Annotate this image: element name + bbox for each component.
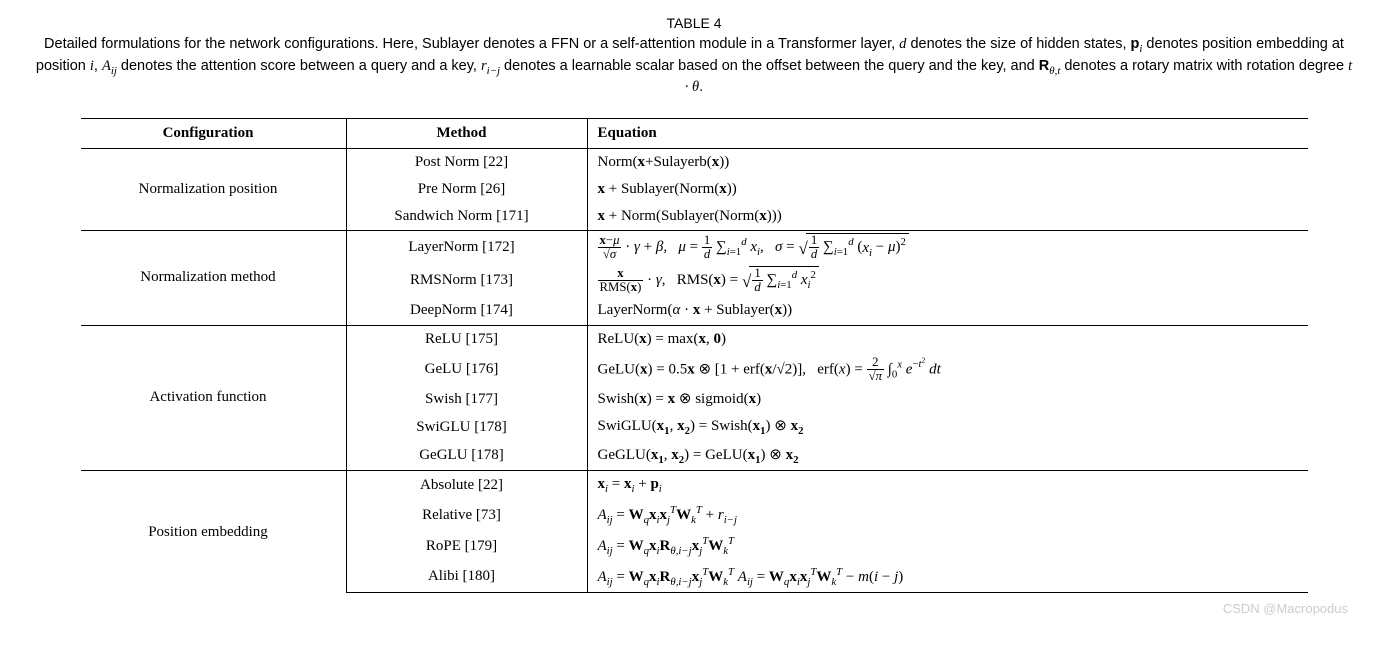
equation-cell: ReLU(x) = max(x, 0) [587,325,1308,353]
config-cell: Normalization position [81,148,347,231]
method-cell: Post Norm [22] [346,148,587,176]
table-row: Normalization positionPost Norm [22]Norm… [81,148,1308,176]
equation-cell: GeLU(x) = 0.5x ⊗ [1 + erf(x/√2)], erf(x)… [587,353,1308,386]
equation-cell: Swish(x) = x ⊗ sigmoid(x) [587,386,1308,413]
table-row: Position embeddingAbsolute [22]xi = xi +… [81,471,1308,500]
equation-cell: Aij = WqxiRθ,i−jxjTWkT Aij = WqxixjTWkT … [587,562,1308,593]
equation-cell: Aij = WqxiRθ,i−jxjTWkT [587,531,1308,562]
method-cell: RoPE [179] [346,531,587,562]
method-cell: SwiGLU [178] [346,413,587,442]
equation-cell: Aij = WqxixjTWkT + ri−j [587,500,1308,531]
method-cell: GeGLU [178] [346,442,587,471]
equation-cell: xi = xi + pi [587,471,1308,500]
header-row: Configuration Method Equation [81,118,1308,148]
header-method: Method [346,118,587,148]
config-cell: Activation function [81,325,347,471]
header-equation: Equation [587,118,1308,148]
method-cell: LayerNorm [172] [346,231,587,264]
method-cell: DeepNorm [174] [346,297,587,325]
method-cell: Swish [177] [346,386,587,413]
table-row: Activation functionReLU [175]ReLU(x) = m… [81,325,1308,353]
method-cell: Absolute [22] [346,471,587,500]
watermark: CSDN @Macropodus [30,601,1358,616]
table-caption: Detailed formulations for the network co… [30,35,1358,98]
equation-cell: x + Sublayer(Norm(x)) [587,176,1308,203]
equation-cell: x + Norm(Sublayer(Norm(x))) [587,203,1308,231]
method-cell: Alibi [180] [346,562,587,593]
equation-cell: GeGLU(x1, x2) = GeLU(x1) ⊗ x2 [587,442,1308,471]
equation-cell: SwiGLU(x1, x2) = Swish(x1) ⊗ x2 [587,413,1308,442]
config-table: Configuration Method Equation Normalizat… [81,118,1308,594]
equation-cell: Norm(x+Sulayerb(x)) [587,148,1308,176]
method-cell: RMSNorm [173] [346,264,587,297]
method-cell: Sandwich Norm [171] [346,203,587,231]
equation-cell: LayerNorm(α · x + Sublayer(x)) [587,297,1308,325]
equation-cell: xRMS(x) · γ, RMS(x) = 1d ∑i=1d xi2 [587,264,1308,297]
method-cell: GeLU [176] [346,353,587,386]
header-configuration: Configuration [81,118,347,148]
equation-cell: x−μ√σ · γ + β, μ = 1d ∑i=1d xi, σ = 1d ∑… [587,231,1308,264]
method-cell: ReLU [175] [346,325,587,353]
method-cell: Pre Norm [26] [346,176,587,203]
table-row: Normalization methodLayerNorm [172]x−μ√σ… [81,231,1308,264]
table-label: TABLE 4 [30,15,1358,31]
method-cell: Relative [73] [346,500,587,531]
config-cell: Normalization method [81,231,347,325]
config-cell: Position embedding [81,471,347,593]
